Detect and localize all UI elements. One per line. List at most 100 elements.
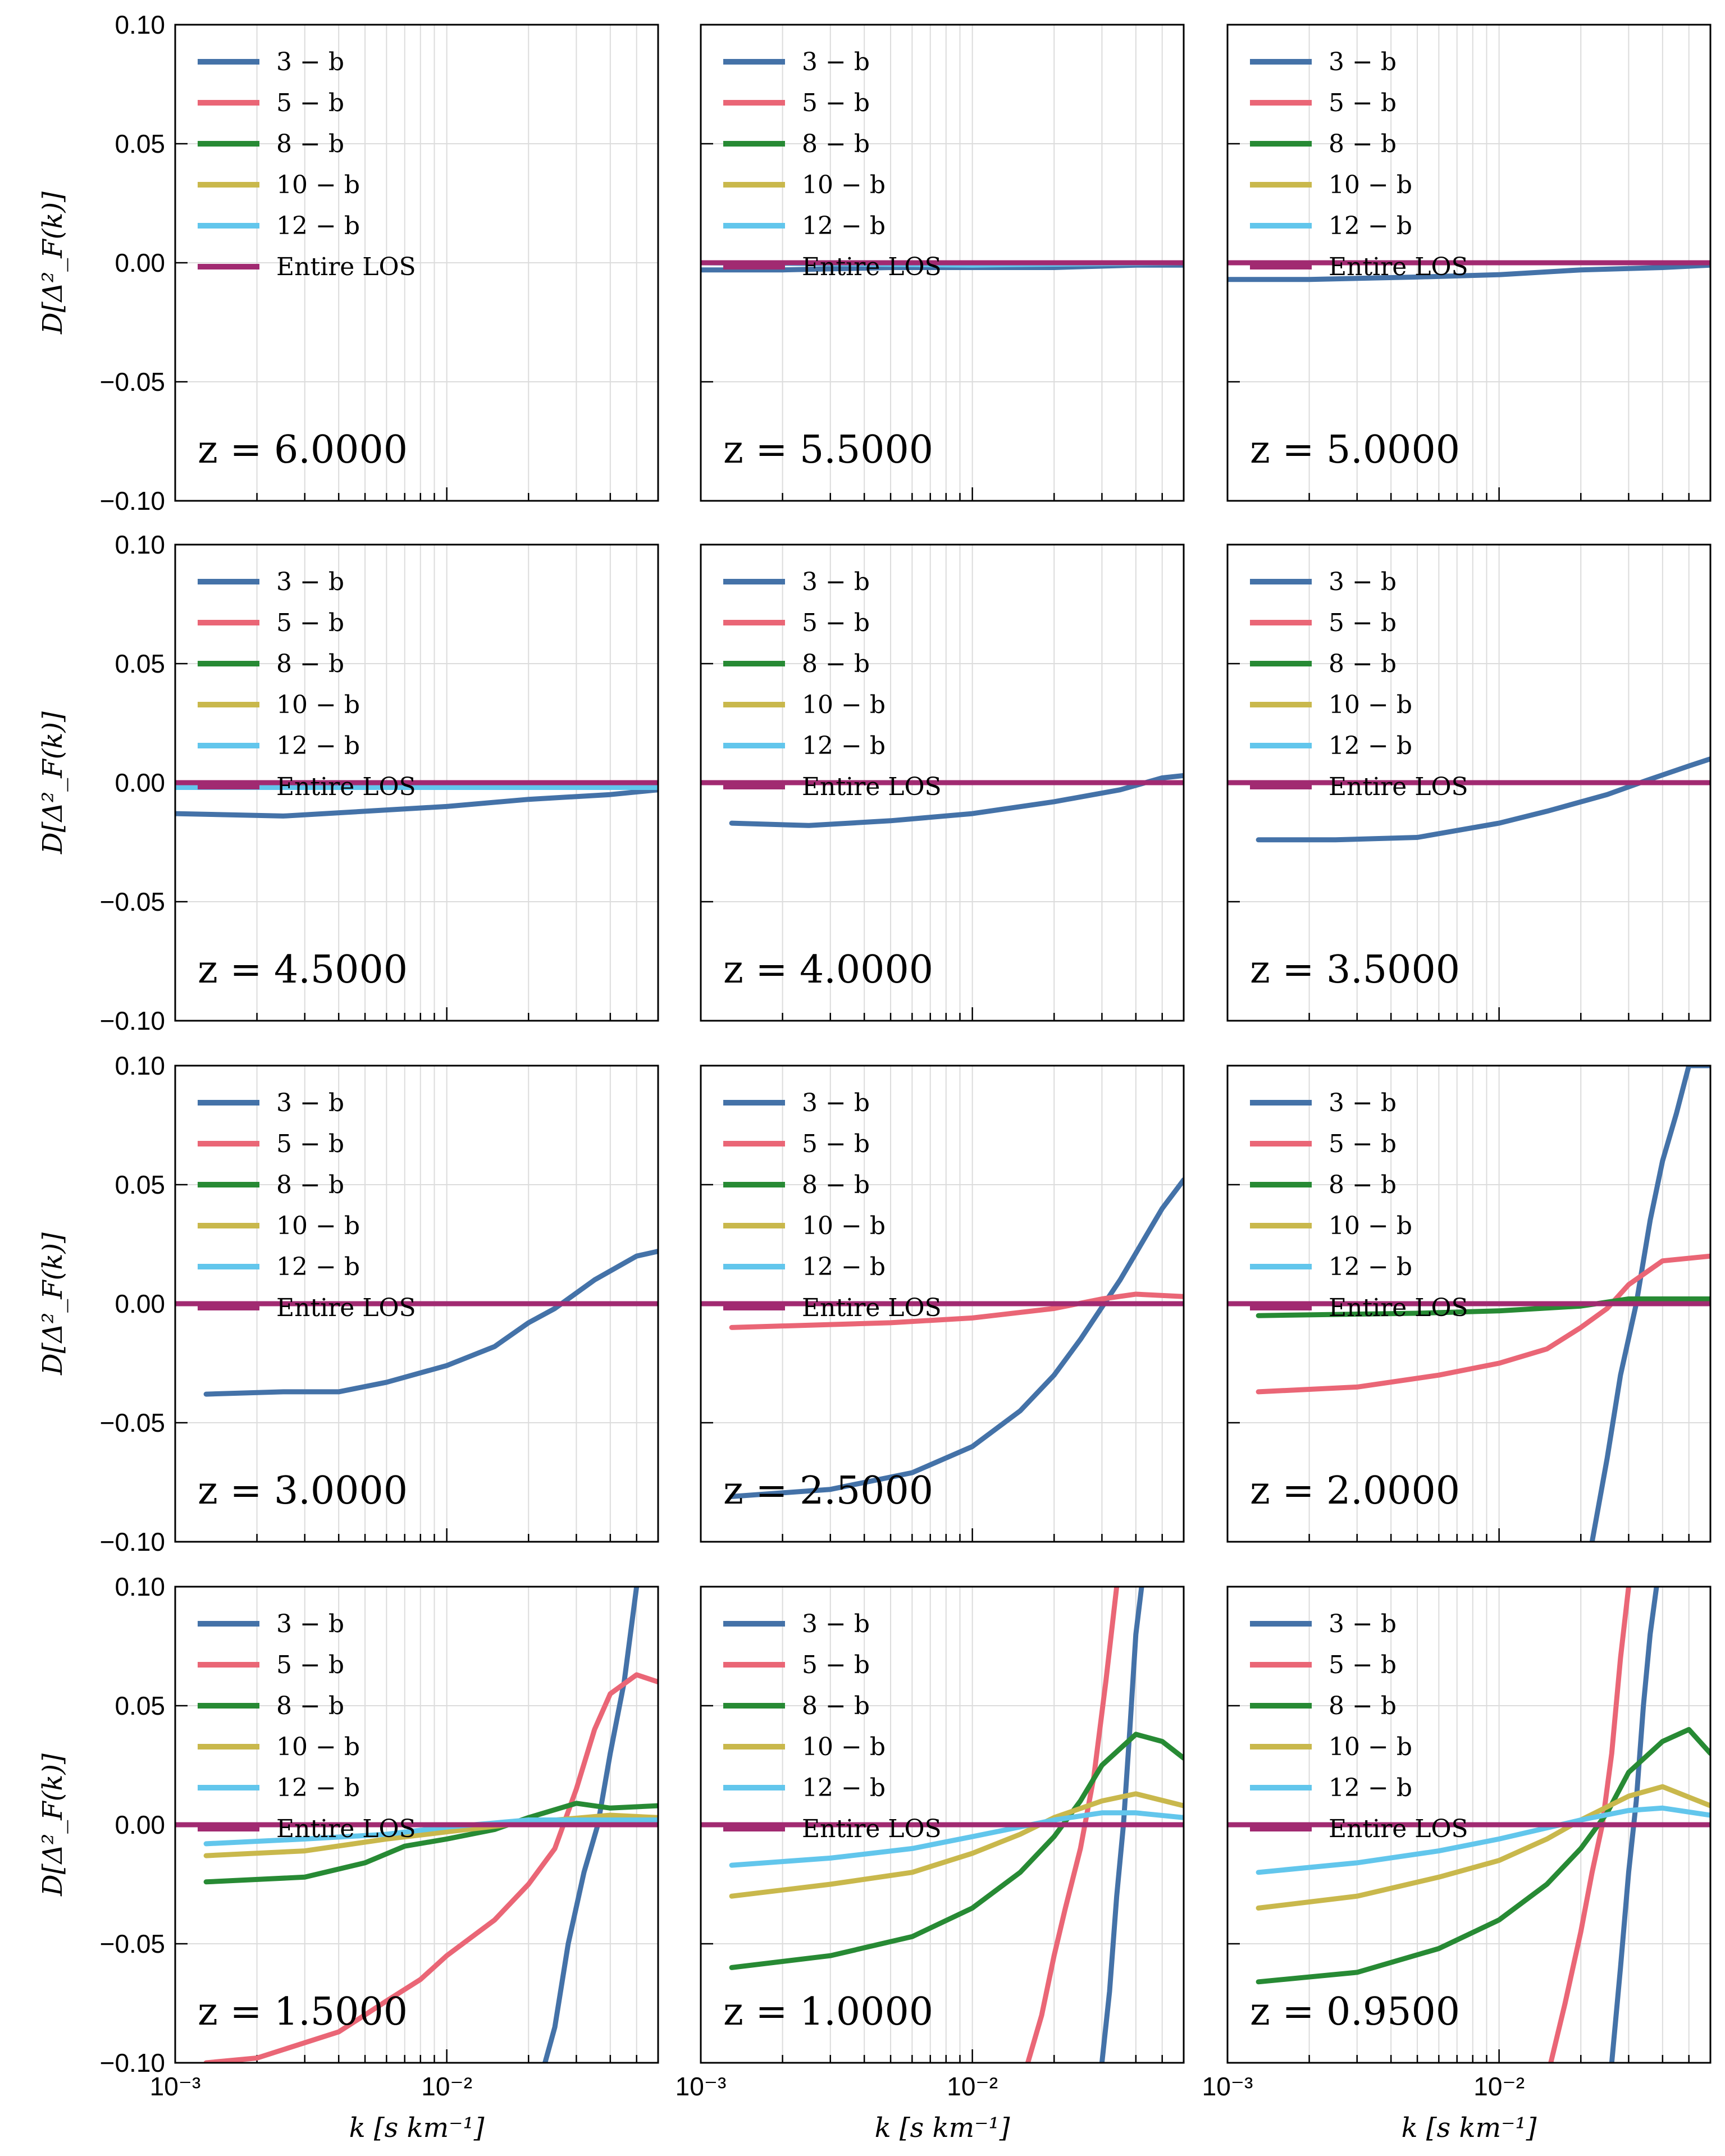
series-line-8-b (1256, 1726, 1710, 1985)
y-tick-label: 0.10 (115, 1051, 165, 1080)
x-tick-label: 10⁻² (421, 2072, 472, 2101)
legend-label-8-b: 8 − b (276, 130, 344, 158)
legend-label-entire: Entire LOS (276, 773, 416, 801)
legend-label-8-b: 8 − b (1329, 1692, 1397, 1720)
series-line-5-b (1256, 1253, 1710, 1395)
legend-label-12-b: 12 − b (1329, 1774, 1412, 1802)
panel-frame (174, 24, 659, 502)
series-line-8-b (1256, 1296, 1710, 1318)
series-group (1227, 260, 1710, 282)
y-tick-label: −0.05 (100, 1408, 165, 1437)
x-tick-label: 10⁻³ (150, 2072, 201, 2101)
y-axis-label: D[Δ²_F(k)] (37, 191, 69, 335)
legend: 3 − b 5 − b 8 − b 10 − b 12 − b Entire LOS (198, 568, 416, 801)
legend: 3 − b 5 − b 8 − b 10 − b 12 − b Entire LOS (198, 48, 416, 281)
legend-label-8-b: 8 − b (802, 1692, 870, 1720)
y-tick-label: −0.05 (100, 367, 165, 396)
legend-label-entire: Entire LOS (802, 253, 942, 281)
legend: 3 − b 5 − b 8 − b 10 − b 12 − b Entire LOS (1250, 1089, 1468, 1322)
legend-label-10-b: 10 − b (802, 1212, 886, 1240)
legend-label-3-b: 3 − b (1329, 1610, 1397, 1638)
z-label: z = 6.0000 (198, 428, 408, 472)
z-label: z = 5.5000 (723, 428, 933, 472)
legend-label-8-b: 8 − b (1329, 130, 1397, 158)
series-line-3-b (729, 773, 1184, 828)
y-tick-label: −0.10 (100, 486, 165, 515)
legend-label-5-b: 5 − b (276, 1130, 344, 1158)
legend-label-10-b: 10 − b (802, 691, 886, 719)
series-line-3-b (729, 1177, 1184, 1499)
series-line-8-b (729, 1732, 1184, 1970)
panel-1: 0.10 0.05 0.00 −0.05 −0.10 3 − b 5 − b 8 − b 10 … (37, 10, 659, 515)
z-label: z = 2.0000 (1250, 1469, 1460, 1513)
legend-label-3-b: 3 − b (276, 568, 344, 596)
series-group (175, 1587, 658, 2063)
x-tick-label: 10⁻³ (1202, 2072, 1253, 2101)
x-axis-label: k [s km⁻¹] (1402, 2112, 1537, 2144)
panel-9: 3 − b 5 − b 8 − b 10 − b 12 − b Entire LOS z =… (1226, 1065, 1712, 1543)
y-axis-label: D[Δ²_F(k)] (37, 1753, 69, 1897)
series-group (1227, 1587, 1710, 2063)
legend-label-12-b: 12 − b (802, 212, 886, 240)
panel-3: 3 − b 5 − b 8 − b 10 − b 12 − b Entire LOS z =… (1226, 24, 1712, 502)
y-tick-label: −0.10 (100, 2048, 165, 2077)
y-tick-label: 0.05 (115, 1170, 165, 1199)
y-tick-label: −0.05 (100, 887, 165, 916)
panel-7: 0.10 0.05 0.00 −0.05 −0.10 3 − b 5 − b 8 − b 10 … (37, 1051, 659, 1556)
legend-label-entire: Entire LOS (802, 1815, 942, 1843)
legend-label-3-b: 3 − b (1329, 568, 1397, 596)
y-tick-label: −0.05 (100, 1929, 165, 1958)
y-tick-label: 0.00 (115, 248, 165, 277)
legend-label-12-b: 12 − b (1329, 1253, 1412, 1281)
legend-label-8-b: 8 − b (1329, 1171, 1397, 1199)
x-tick-label: 10⁻² (947, 2072, 998, 2101)
x-axis-label: k [s km⁻¹] (875, 2112, 1010, 2144)
series-line-3-b (1609, 1587, 1659, 2063)
legend-label-12-b: 12 − b (802, 1774, 886, 1802)
legend: 3 − b 5 − b 8 − b 10 − b 12 − b Entire LOS (198, 1610, 416, 1843)
legend-label-10-b: 10 − b (1329, 691, 1412, 719)
legend-label-3-b: 3 − b (802, 1610, 870, 1638)
panel-frame (174, 543, 659, 1022)
legend-label-5-b: 5 − b (1329, 1651, 1397, 1679)
series-line-3-b (542, 1587, 640, 2063)
legend-label-12-b: 12 − b (1329, 732, 1412, 760)
legend-label-10-b: 10 − b (802, 171, 886, 199)
legend-label-5-b: 5 − b (1329, 89, 1397, 117)
legend-label-10-b: 10 − b (1329, 171, 1412, 199)
legend-label-3-b: 3 − b (802, 48, 870, 76)
legend-label-5-b: 5 − b (1329, 609, 1397, 637)
series-line-12-b (729, 1810, 1184, 1868)
series-group (1227, 756, 1710, 843)
z-label: z = 3.5000 (1250, 948, 1460, 992)
panel-8: 3 − b 5 − b 8 − b 10 − b 12 − b Entire LOS z =… (700, 1065, 1185, 1543)
panel-frame (700, 24, 1185, 502)
legend-label-10-b: 10 − b (1329, 1212, 1412, 1240)
x-tick-label: 10⁻³ (676, 2072, 727, 2101)
panel-4: 0.10 0.05 0.00 −0.05 −0.10 3 − b 5 − b 8 − b 10 … (37, 530, 659, 1035)
legend-label-8-b: 8 − b (802, 130, 870, 158)
legend-label-10-b: 10 − b (802, 1733, 886, 1761)
z-label: z = 1.5000 (198, 1990, 408, 2034)
legend-label-entire: Entire LOS (1329, 1294, 1468, 1322)
x-tick-label: 10⁻² (1473, 2072, 1525, 2101)
legend-label-entire: Entire LOS (276, 253, 416, 281)
series-line-3-b (1256, 756, 1710, 843)
series-line-10-b (203, 1812, 658, 1858)
series-line-3-b (203, 1249, 658, 1397)
legend-label-8-b: 8 − b (276, 1692, 344, 1720)
x-axis-label: k [s km⁻¹] (349, 2112, 485, 2144)
y-axis-label: D[Δ²_F(k)] (37, 1232, 69, 1376)
y-axis-label: D[Δ²_F(k)] (37, 711, 69, 855)
legend-label-8-b: 8 − b (276, 1171, 344, 1199)
legend-label-12-b: 12 − b (276, 212, 360, 240)
series-group (701, 1587, 1184, 2063)
y-tick-label: 0.05 (115, 649, 165, 678)
legend: 3 − b 5 − b 8 − b 10 − b 12 − b Entire LOS (723, 48, 942, 281)
series-group (701, 1177, 1184, 1499)
legend-label-5-b: 5 − b (802, 1130, 870, 1158)
legend-label-3-b: 3 − b (276, 48, 344, 76)
legend-label-12-b: 12 − b (802, 1253, 886, 1281)
z-label: z = 2.5000 (723, 1469, 933, 1513)
